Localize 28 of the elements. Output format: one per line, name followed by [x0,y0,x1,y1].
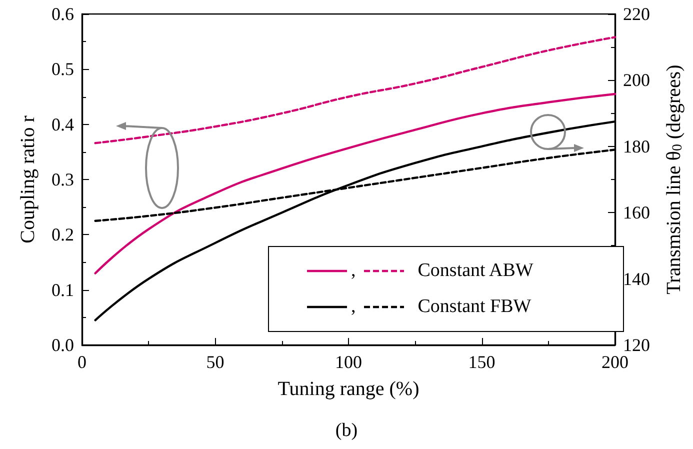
x-tick-label: 150 [468,352,496,372]
y-tick-label: 0.3 [52,170,74,190]
annotation: , [351,260,356,282]
y-tick-label: 0.5 [52,59,74,80]
x-tick-label: 200 [602,352,628,372]
y-tick-label: 0.2 [52,224,74,245]
y-tick-label: 0.0 [52,335,74,355]
y2-axis-title: Transmsion line θ0 (degrees) [663,64,686,294]
y2-tick-label: 120 [623,335,650,355]
y2-tick-label: 220 [623,4,650,24]
x-tick-label: 50 [206,352,224,372]
y2-tick-label: 160 [623,202,650,223]
x-axis-title: Tuning range (%) [278,378,420,400]
y-tick-label: 0.6 [52,4,74,24]
legend-label: Constant ABW [418,260,534,282]
line-series [94,92,616,274]
x-tick-label: 0 [78,352,86,372]
y-tick-label: 0.1 [52,280,74,300]
legend-label: Constant FBW [418,296,532,318]
text: (b) [334,420,359,442]
text: , [351,296,356,317]
line-series [94,36,616,144]
x-tick-label: 100 [335,352,362,372]
y2-tick-label: 180 [623,136,650,156]
y-axis-title: Coupling ratio r [17,115,39,244]
y2-tick-label: 140 [623,268,650,289]
y-tick-label: 0.4 [52,114,74,134]
y2-tick-label: 200 [623,70,650,90]
